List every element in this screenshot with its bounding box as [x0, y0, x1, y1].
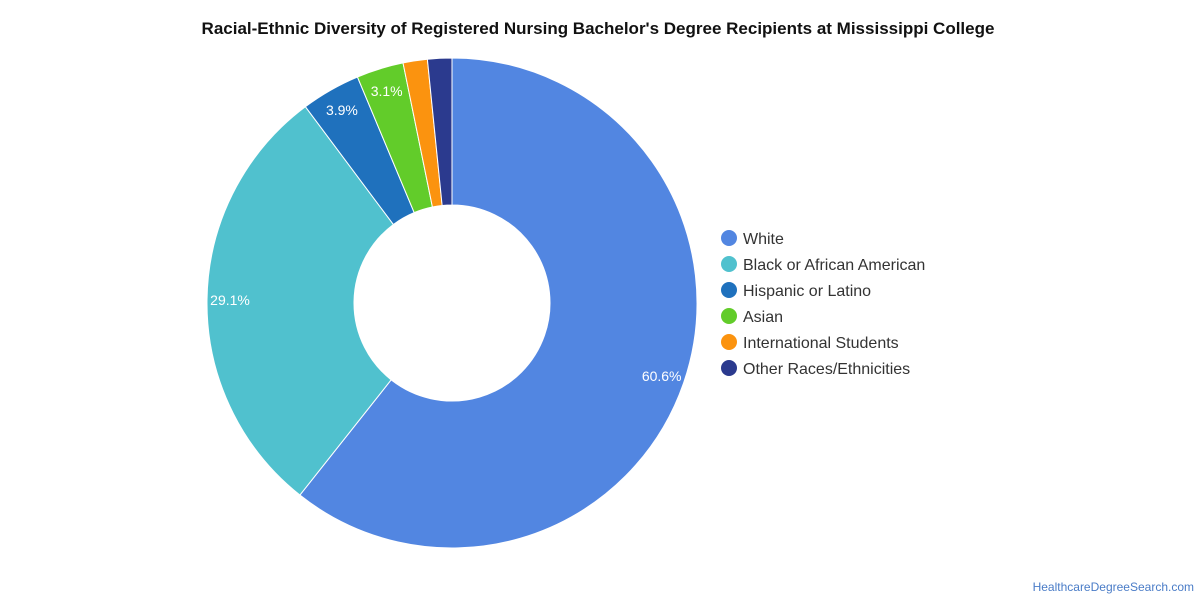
slice-label: 29.1%: [210, 292, 250, 308]
slice-labels: 60.6% 29.1% 3.9% 3.1%: [210, 83, 681, 384]
legend-item[interactable]: White: [721, 230, 784, 248]
legend-item[interactable]: Hispanic or Latino: [721, 282, 871, 300]
source-link[interactable]: HealthcareDegreeSearch.com: [1032, 580, 1194, 594]
slice-white[interactable]: [299, 57, 698, 549]
legend-label: White: [743, 231, 784, 248]
legend-item[interactable]: Black or African American: [721, 256, 925, 274]
slice-other-races-ethnicities[interactable]: [426, 57, 453, 207]
slice-label: 3.1%: [371, 83, 403, 99]
slice-label: 3.9%: [326, 102, 358, 118]
legend-swatch: [721, 282, 737, 298]
legend-item[interactable]: Other Races/Ethnicities: [721, 360, 910, 378]
legend-item[interactable]: International Students: [721, 334, 899, 352]
legend: White Black or African American Hispanic o…: [721, 230, 925, 378]
slice-black-or-african-american[interactable]: [206, 106, 395, 496]
legend-item[interactable]: Asian: [721, 308, 783, 326]
legend-swatch: [721, 256, 737, 272]
slice-label: 60.6%: [642, 368, 682, 384]
legend-label: International Students: [743, 335, 899, 352]
legend-label: Other Races/Ethnicities: [743, 361, 910, 378]
legend-swatch: [721, 230, 737, 246]
legend-label: Black or African American: [743, 257, 925, 274]
legend-label: Hispanic or Latino: [743, 283, 871, 300]
legend-swatch: [721, 308, 737, 324]
legend-swatch: [721, 334, 737, 350]
donut-slices: [206, 57, 698, 549]
legend-label: Asian: [743, 309, 783, 326]
chart-title: Racial-Ethnic Diversity of Registered Nu…: [202, 19, 995, 38]
legend-swatch: [721, 360, 737, 376]
